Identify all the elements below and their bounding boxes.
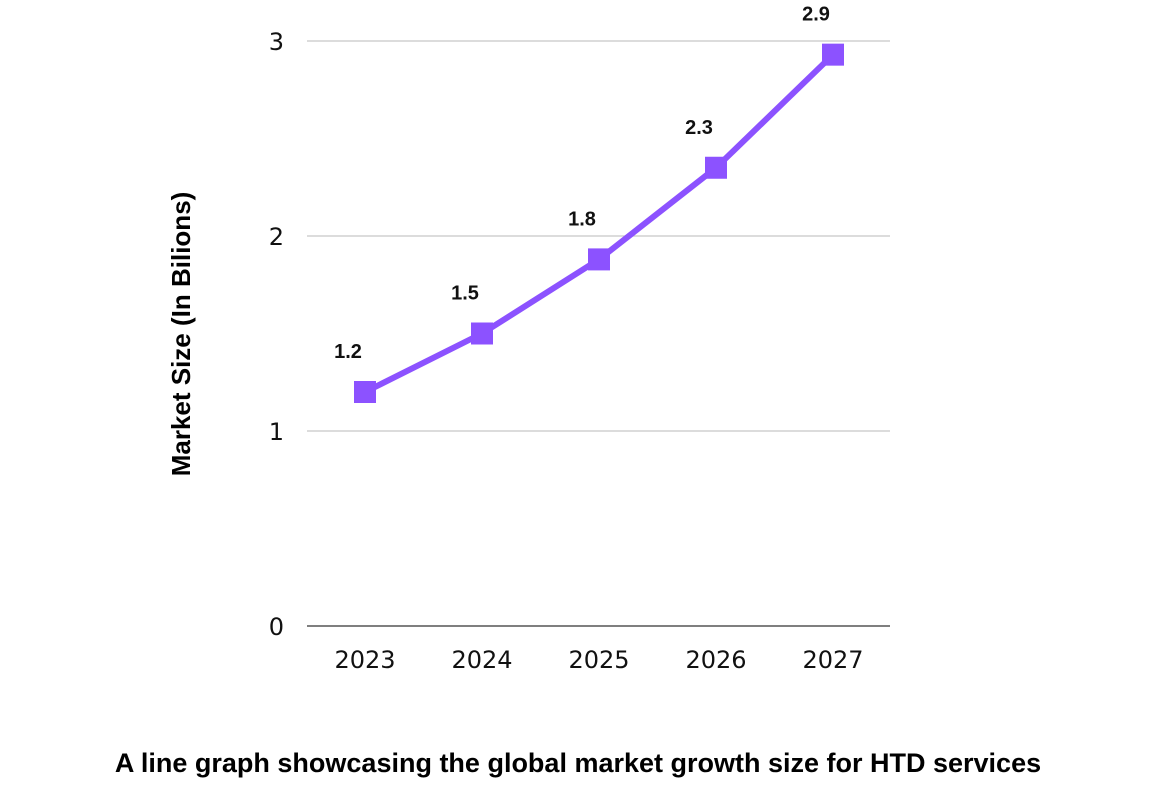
x-tick-label: 2025 (568, 646, 629, 674)
data-label: 1.2 (334, 341, 362, 363)
data-label: 1.8 (568, 208, 596, 230)
data-label: 2.9 (802, 4, 830, 26)
y-tick-label: 0 (269, 613, 284, 641)
x-tick-label: 2027 (802, 646, 863, 674)
data-labels: 1.2 1.5 1.8 2.3 2.9 (334, 4, 830, 363)
y-tick-label: 2 (269, 223, 284, 251)
data-point-marker (822, 43, 844, 66)
y-axis-title: Market Size (In Bilions) (166, 192, 196, 477)
data-label: 2.3 (685, 117, 713, 139)
data-point-marker (354, 381, 376, 403)
x-tick-label: 2023 (334, 646, 395, 674)
data-point-marker (471, 322, 493, 345)
y-tick-label: 3 (269, 28, 284, 56)
chart-caption: A line graph showcasing the global marke… (114, 748, 1042, 778)
data-point-marker (705, 156, 727, 179)
series-market-size (354, 43, 844, 403)
data-point-marker (588, 248, 610, 271)
data-label: 1.5 (451, 283, 479, 305)
y-tick-label: 1 (269, 418, 284, 446)
x-tick-labels: 2023 2024 2025 2026 2027 (334, 646, 863, 674)
series-line (362, 51, 836, 395)
x-tick-label: 2024 (451, 646, 512, 674)
x-tick-label: 2026 (685, 646, 746, 674)
y-tick-labels: 0 1 2 3 (269, 28, 284, 641)
grid-lines (307, 40, 890, 627)
